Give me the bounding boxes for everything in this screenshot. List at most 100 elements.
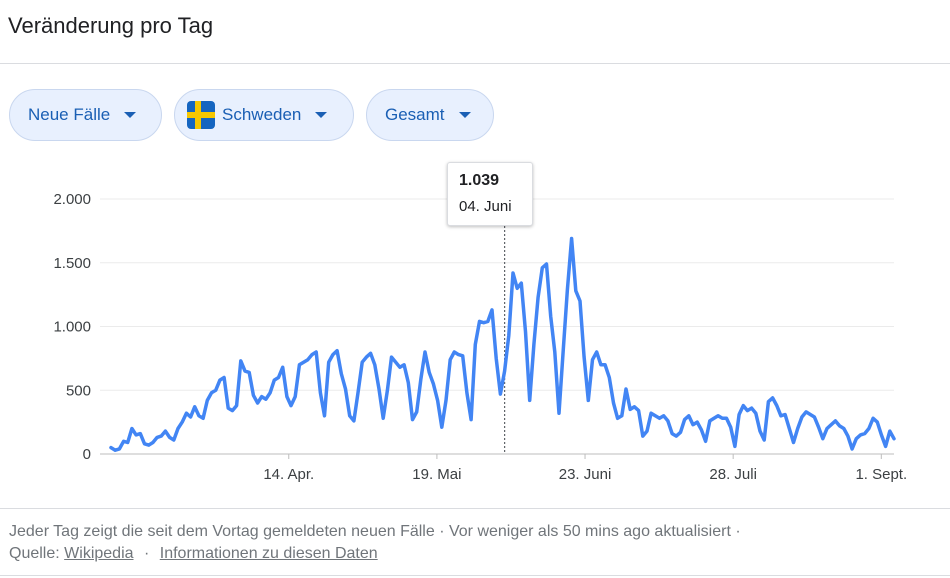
country-dropdown[interactable]: Schweden: [174, 89, 354, 141]
data-point: [846, 435, 849, 438]
data-point: [386, 389, 389, 392]
data-point: [197, 414, 200, 417]
data-point: [223, 376, 226, 379]
chevron-down-icon: [315, 112, 328, 118]
data-point: [637, 409, 640, 412]
data-point: [403, 363, 406, 366]
cases-line-chart[interactable]: 0 500 1.000 1.500 2.000 14. Apr. 19. Mai 23. Ju…: [0, 150, 950, 500]
chevron-down-icon: [124, 112, 137, 118]
data-point: [683, 418, 686, 421]
data-point: [369, 352, 372, 355]
sweden-flag-icon: [187, 101, 215, 129]
data-point: [415, 410, 418, 413]
wikipedia-link[interactable]: Wikipedia: [64, 545, 134, 562]
data-point: [110, 446, 113, 449]
metric-dropdown[interactable]: Neue Fälle: [9, 89, 162, 141]
data-point: [365, 356, 368, 359]
data-point: [553, 351, 556, 354]
data-point: [574, 289, 577, 292]
footer-divider: [0, 508, 950, 509]
data-point: [893, 437, 896, 440]
data-point: [357, 391, 360, 394]
data-point: [842, 427, 845, 430]
data-point: [294, 395, 297, 398]
data-point: [164, 430, 167, 433]
y-tick-label: 500: [66, 382, 91, 399]
data-point: [411, 418, 414, 421]
data-point: [260, 395, 263, 398]
data-point: [390, 356, 393, 359]
data-point: [532, 343, 535, 346]
data-point: [189, 416, 192, 419]
data-point: [738, 413, 741, 416]
data-point: [704, 440, 707, 443]
data-point: [541, 266, 544, 269]
data-point: [528, 399, 531, 402]
data-point: [130, 427, 133, 430]
data-point: [654, 414, 657, 417]
data-point: [218, 379, 221, 382]
flag-cross-horizontal: [187, 112, 215, 118]
data-point: [692, 423, 695, 426]
data-point: [620, 414, 623, 417]
data-point: [352, 419, 355, 422]
data-point: [830, 423, 833, 426]
data-info-link[interactable]: Informationen zu diesen Daten: [159, 545, 378, 562]
data-point: [679, 431, 682, 434]
data-point: [650, 412, 653, 415]
data-point: [495, 357, 498, 360]
data-point: [331, 353, 334, 356]
data-point: [373, 363, 376, 366]
page-title: Veränderung pro Tag: [8, 13, 214, 38]
data-point: [595, 351, 598, 354]
data-point: [805, 410, 808, 413]
data-point: [604, 363, 607, 366]
data-point: [185, 412, 188, 415]
data-point: [700, 428, 703, 431]
data-point: [118, 447, 121, 450]
data-point: [629, 408, 632, 411]
data-point: [256, 402, 259, 405]
data-point: [759, 430, 762, 433]
data-point: [512, 272, 515, 275]
data-point: [516, 287, 519, 290]
header-divider: [0, 63, 950, 64]
data-point: [382, 417, 385, 420]
footer: Jeder Tag zeigt die seit dem Vortag geme…: [9, 521, 741, 565]
data-point: [135, 433, 138, 436]
country-dropdown-label: Schweden: [222, 105, 302, 124]
data-point: [872, 417, 875, 420]
data-point: [788, 427, 791, 430]
data-point: [461, 354, 464, 357]
data-point: [537, 296, 540, 299]
metric-dropdown-label: Neue Fälle: [28, 105, 111, 124]
data-point: [591, 358, 594, 361]
data-point: [206, 399, 209, 402]
data-point: [235, 404, 238, 407]
data-point: [445, 399, 448, 402]
data-point: [587, 399, 590, 402]
data-point: [323, 414, 326, 417]
data-point: [273, 379, 276, 382]
x-tick-label: 1. Sept.: [855, 466, 907, 483]
data-point: [348, 414, 351, 417]
data-point: [126, 441, 129, 444]
range-dropdown[interactable]: Gesamt: [366, 89, 494, 141]
data-point: [834, 419, 837, 422]
y-tick-label: 2.000: [53, 191, 91, 208]
data-point: [231, 409, 234, 412]
data-point: [449, 358, 452, 361]
data-point: [658, 417, 661, 420]
data-point: [633, 405, 636, 408]
footer-source-line: Quelle: Wikipedia · Informationen zu die…: [9, 543, 741, 565]
data-point: [817, 426, 820, 429]
data-point: [775, 404, 778, 407]
data-point: [419, 377, 422, 380]
data-point: [440, 426, 443, 429]
data-point: [821, 437, 824, 440]
data-point: [800, 416, 803, 419]
data-point: [264, 398, 267, 401]
data-point: [784, 413, 787, 416]
data-point: [503, 370, 506, 373]
y-tick-label: 1.500: [53, 255, 91, 272]
